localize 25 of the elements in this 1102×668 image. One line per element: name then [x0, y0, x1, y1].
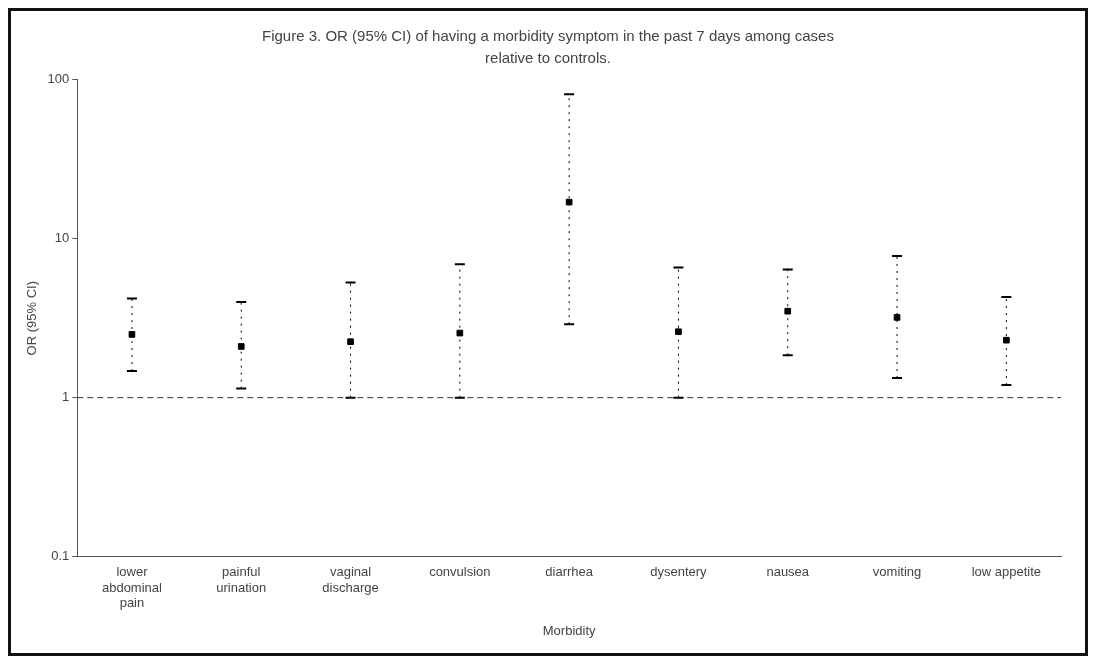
y-tick-label: 0.1	[51, 548, 70, 564]
x-tick-label: vomiting	[872, 563, 922, 579]
point	[128, 331, 136, 338]
x-tick-label: convulsion	[429, 563, 491, 579]
x-tick-label: nausea	[766, 563, 810, 579]
y-tick-label: 10	[54, 230, 70, 246]
point	[1003, 336, 1010, 344]
point	[784, 307, 792, 315]
point	[565, 198, 573, 206]
x-tick-label: vaginal discharge	[322, 563, 379, 595]
x-tick-label: diarrhea	[545, 563, 594, 579]
point	[675, 328, 682, 336]
x-tick-label: lower abdominal pain	[101, 563, 163, 611]
point	[347, 338, 354, 346]
x-tick-label: dysentery	[650, 563, 708, 579]
x-axis-title: Morbidity	[542, 622, 597, 638]
point	[893, 314, 901, 321]
point	[456, 329, 464, 337]
y-tick-label: 100	[47, 71, 70, 87]
point	[237, 343, 245, 350]
x-tick-label: low appetite	[971, 563, 1042, 579]
y-axis-title: OR (95% CI)	[24, 281, 40, 356]
chart-title: Figure 3. OR (95% CI) of having a morbidity symptom in the past 7 days among cases relative to controls.	[261, 26, 835, 68]
x-tick-label: painful urination	[216, 563, 267, 595]
y-tick-label: 1	[62, 389, 70, 405]
